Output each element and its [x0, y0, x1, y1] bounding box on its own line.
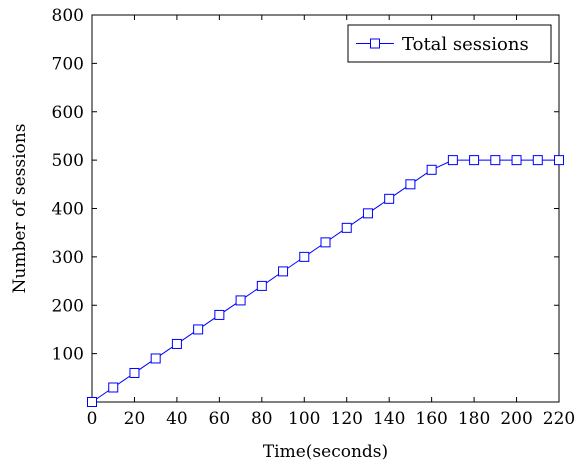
y-tick-label: 200 — [52, 296, 84, 316]
data-point-marker — [129, 367, 140, 378]
legend: Total sessions — [347, 24, 552, 63]
data-point-marker — [235, 295, 246, 306]
data-point-marker — [469, 155, 480, 166]
data-point-marker — [299, 251, 310, 262]
y-tick-label: 400 — [52, 200, 84, 220]
data-point-marker — [532, 155, 543, 166]
series-layer — [87, 155, 564, 407]
data-point-marker — [214, 309, 225, 320]
data-point-marker — [447, 155, 458, 166]
data-point-marker — [256, 280, 267, 291]
y-tick-label: 100 — [52, 345, 84, 365]
y-tick-label: 300 — [52, 248, 84, 268]
data-point-marker — [171, 338, 182, 349]
x-tick-label: 80 — [251, 409, 273, 429]
axis-ticks: 0 20 40 60 80 100 120 140 160 180 200 220 100 200 300 4… — [52, 6, 576, 429]
legend-label: Total sessions — [402, 34, 529, 55]
data-point-marker — [193, 324, 204, 335]
data-point-marker — [320, 237, 331, 248]
data-point-marker — [511, 155, 522, 166]
x-tick-label: 220 — [543, 409, 575, 429]
series-line — [91, 159, 559, 403]
x-tick-label: 20 — [124, 409, 146, 429]
data-point-marker — [278, 266, 289, 277]
x-tick-label: 100 — [288, 409, 320, 429]
data-point-marker — [554, 155, 564, 166]
data-point-marker — [108, 382, 119, 393]
data-point-marker — [405, 179, 416, 190]
data-point-marker — [384, 193, 395, 204]
y-tick-label: 500 — [52, 151, 84, 171]
y-tick-label: 600 — [52, 103, 84, 123]
x-tick-label: 0 — [87, 409, 98, 429]
x-tick-label: 160 — [415, 409, 447, 429]
data-point-marker — [490, 155, 501, 166]
y-tick-label: 700 — [52, 54, 84, 74]
plot-area-frame — [91, 14, 560, 403]
x-axis-title: Time(seconds) — [263, 442, 388, 462]
x-tick-label: 140 — [373, 409, 405, 429]
data-point-marker — [362, 208, 373, 219]
x-tick-label: 120 — [331, 409, 363, 429]
x-tick-label: 40 — [166, 409, 188, 429]
x-tick-label: 180 — [458, 409, 490, 429]
x-tick-label: 200 — [500, 409, 532, 429]
data-point-marker — [341, 222, 352, 233]
data-point-marker — [87, 397, 97, 407]
data-point-marker — [426, 164, 437, 175]
y-tick-label: 800 — [52, 6, 84, 26]
data-point-marker — [150, 353, 161, 364]
y-axis-title: Number of sessions — [10, 124, 30, 294]
x-tick-label: 60 — [209, 409, 231, 429]
legend-square-marker — [370, 38, 380, 49]
